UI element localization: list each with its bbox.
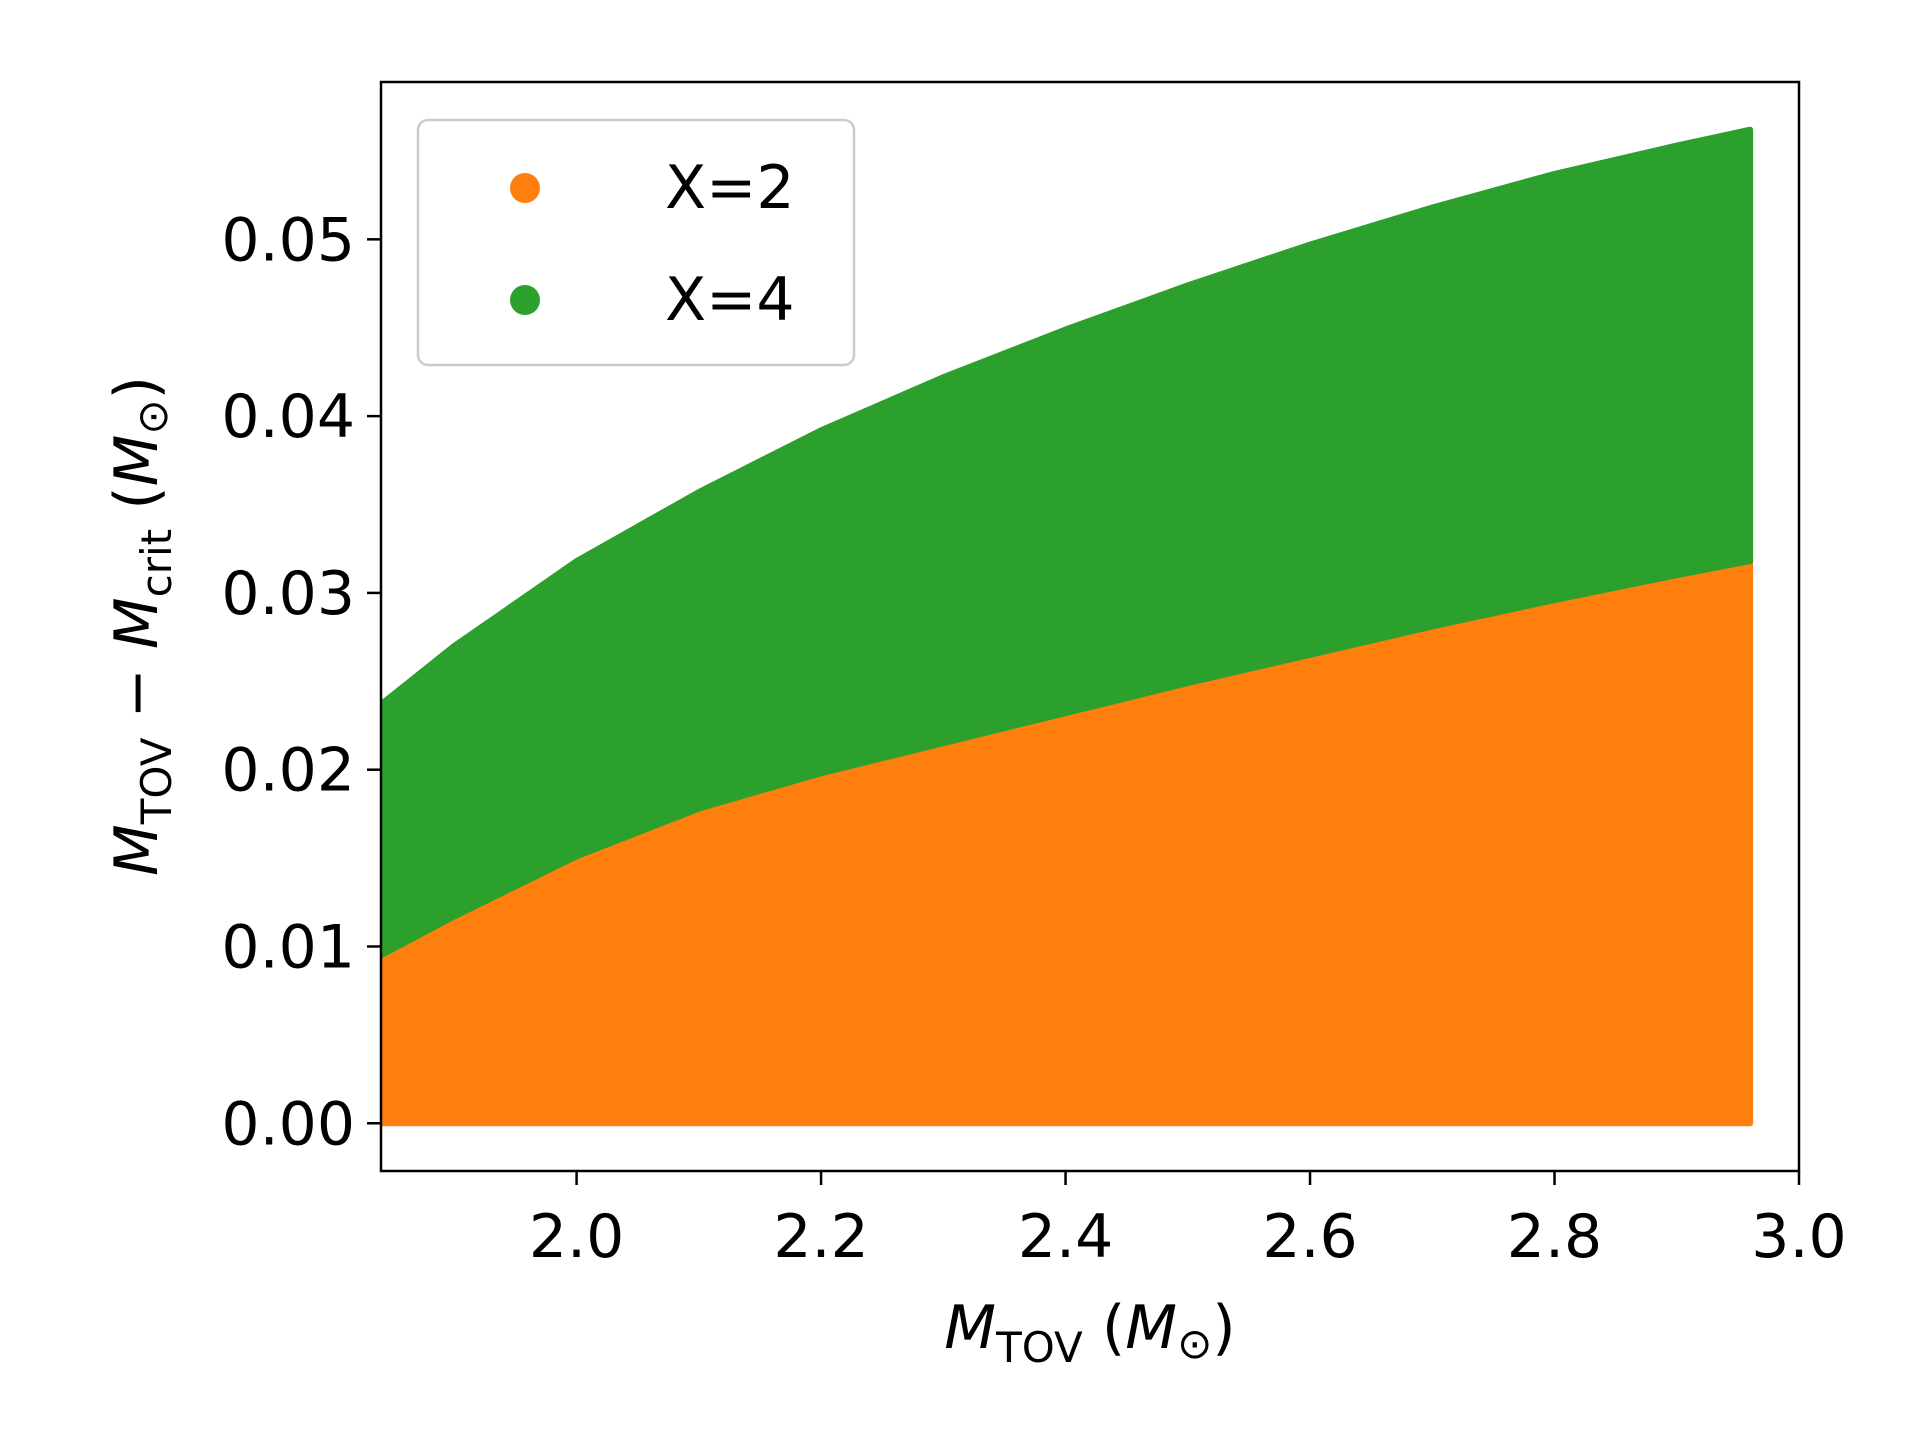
plot-frame xyxy=(379,80,1801,1173)
y-tick-label: 0.03 xyxy=(221,559,355,629)
x-label-unit-main: M xyxy=(1125,1293,1177,1363)
y-label-minus: − xyxy=(102,649,172,737)
y-label-unit-close: ) xyxy=(102,376,172,399)
y-label-unit-sub: ⊙ xyxy=(128,399,177,434)
x-axis-label: MTOV (M⊙) xyxy=(944,1293,1235,1372)
legend-marker-x2 xyxy=(510,173,540,203)
y-tick-label: 0.04 xyxy=(221,382,355,452)
x-label-unit-close: ) xyxy=(1212,1293,1235,1363)
y-label-main2: M xyxy=(102,597,172,649)
scatter-region-x4 xyxy=(381,126,1754,959)
x-tick-label: 3.0 xyxy=(1751,1202,1846,1272)
y-tick-label: 0.05 xyxy=(221,205,355,275)
y-label-unit-open: ( xyxy=(102,486,172,528)
y-tick-label: 0.00 xyxy=(221,1089,355,1159)
legend-marker-x4 xyxy=(510,285,540,315)
y-label-sub1: TOV xyxy=(132,737,181,825)
x-label-unit-open: ( xyxy=(1083,1293,1125,1363)
x-label-sub: TOV xyxy=(995,1323,1083,1372)
y-tick-label: 0.01 xyxy=(221,912,355,982)
legend-label-x4: X=4 xyxy=(665,265,795,335)
legend-label-x2: X=2 xyxy=(665,153,795,223)
y-axis-ticks: 0.00 0.01 0.02 0.03 0.04 0.05 xyxy=(221,205,381,1159)
y-label-unit-main: M xyxy=(102,435,172,487)
scatter-regions xyxy=(381,126,1754,1127)
x-tick-label: 2.0 xyxy=(529,1202,624,1272)
y-label-sub2: crit xyxy=(132,529,181,598)
x-tick-label: 2.2 xyxy=(773,1202,868,1272)
x-tick-label: 2.4 xyxy=(1018,1202,1113,1272)
x-label-main: M xyxy=(944,1293,996,1363)
legend: X=2 X=4 xyxy=(416,118,856,367)
y-label-main1: M xyxy=(102,824,172,876)
x-tick-label: 2.6 xyxy=(1262,1202,1357,1272)
y-tick-label: 0.02 xyxy=(221,736,355,806)
y-axis-label: MTOV − Mcrit (M⊙) xyxy=(102,376,181,876)
x-axis-ticks: 2.0 2.2 2.4 2.6 2.8 3.0 xyxy=(529,1171,1847,1272)
x-label-unit-sub: ⊙ xyxy=(1177,1319,1212,1368)
x-tick-label: 2.8 xyxy=(1507,1202,1602,1272)
